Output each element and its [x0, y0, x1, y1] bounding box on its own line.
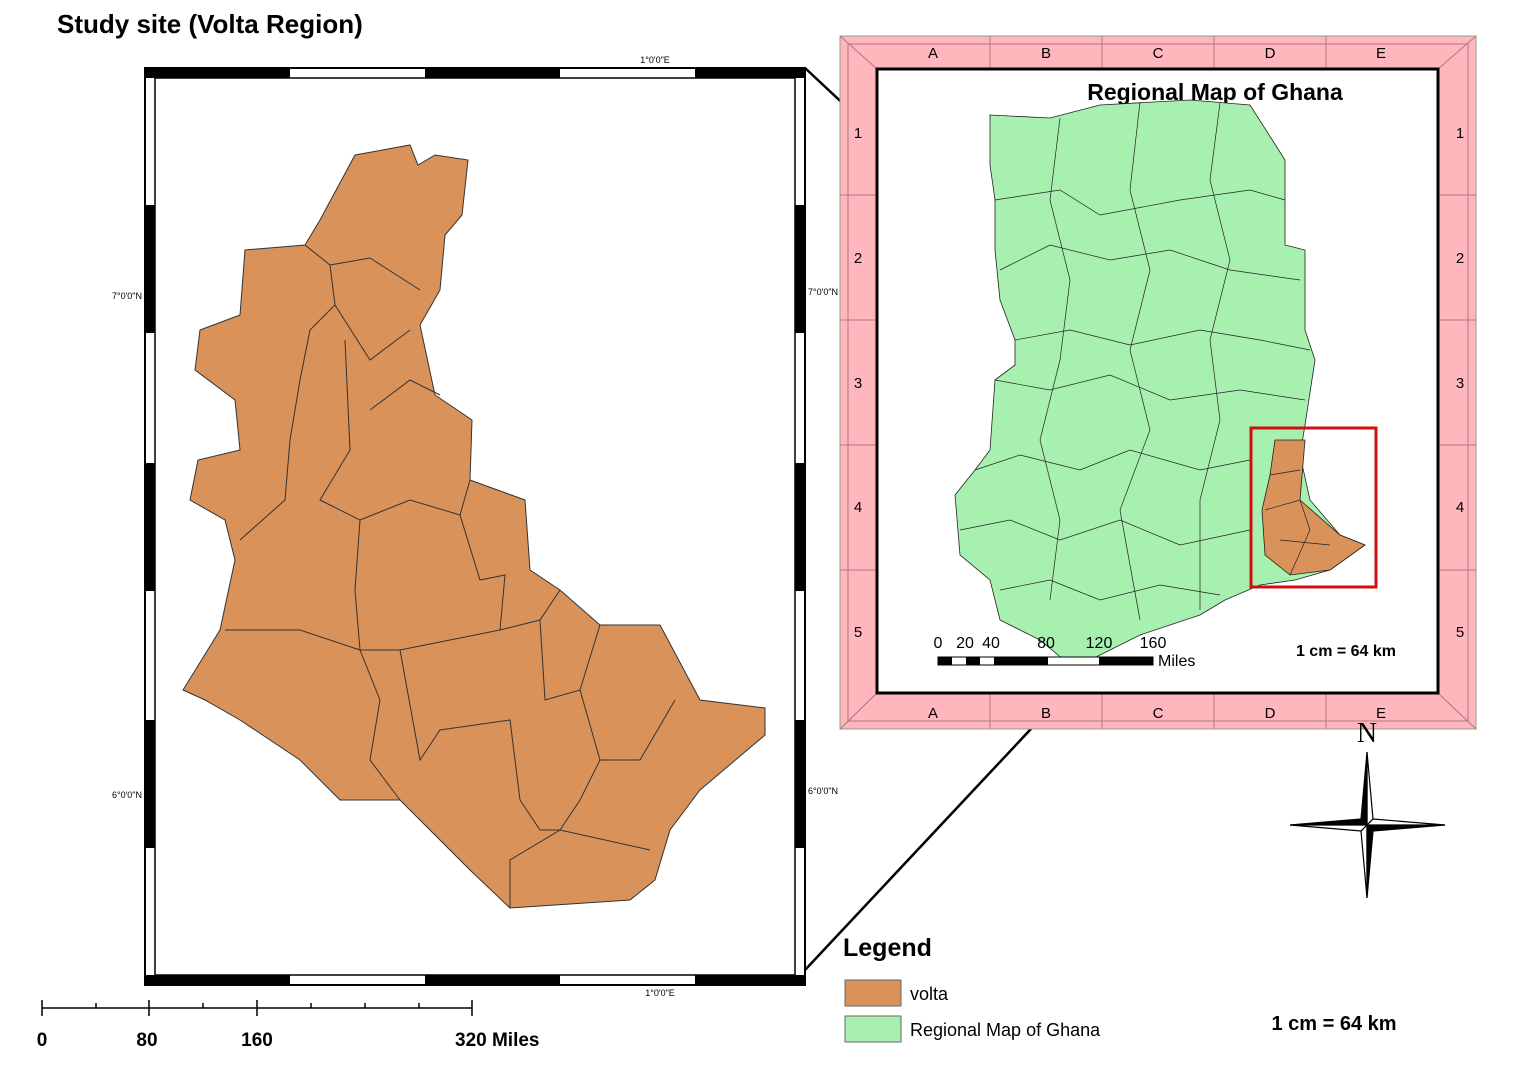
grid-column-label: E	[1376, 705, 1386, 722]
inset-scale-text: 1 cm = 64 km	[1296, 643, 1396, 660]
inset-scale-label: 40	[982, 635, 1000, 652]
graticule-label: 6°0'0"N	[808, 786, 838, 796]
grid-column-label: D	[1265, 45, 1276, 62]
inset-scale-label: 120	[1086, 635, 1113, 652]
grid-row-label: 4	[854, 499, 862, 516]
legend-label: Regional Map of Ghana	[910, 1020, 1101, 1040]
graticule-label: 1°0'0"E	[645, 988, 675, 998]
north-arrow	[1289, 751, 1446, 899]
inset-scale-label: 20	[956, 635, 974, 652]
grid-row-label: 2	[1456, 250, 1464, 267]
inset-scale-label: 0	[934, 635, 943, 652]
grid-row-label: 3	[854, 375, 862, 392]
grid-column-label: C	[1153, 705, 1164, 722]
legend-label: volta	[910, 984, 949, 1004]
inset-scale-unit: Miles	[1158, 653, 1195, 670]
ghana-map	[954, 99, 1366, 666]
scale-label: 320 Miles	[455, 1030, 540, 1051]
scale-label: 0	[37, 1030, 48, 1051]
grid-row-label: 5	[854, 624, 862, 641]
inset-scale-label: 160	[1140, 635, 1167, 652]
graticule-label: 7°0'0"N	[808, 287, 838, 297]
grid-column-label: A	[928, 45, 938, 62]
inset-scale-label: 80	[1037, 635, 1055, 652]
legend-swatch	[844, 1015, 902, 1043]
focus-box	[1249, 426, 1378, 589]
grid-column-label: D	[1265, 705, 1276, 722]
grid-row-label: 5	[1456, 624, 1464, 641]
grid-column-label: E	[1376, 45, 1386, 62]
scale-text: 1 cm = 64 km	[1271, 1013, 1396, 1035]
grid-row-label: 1	[1456, 125, 1464, 142]
grid-row-label: 2	[854, 250, 862, 267]
volta-region	[182, 144, 766, 909]
inset-title: Regional Map of Ghana	[1087, 79, 1343, 105]
scale-bar	[41, 1000, 473, 1016]
graticule-label: 6°0'0"N	[112, 790, 142, 800]
grid-column-label: B	[1041, 705, 1051, 722]
grid-column-label: C	[1153, 45, 1164, 62]
grid-row-label: 3	[1456, 375, 1464, 392]
grid-column-label: B	[1041, 45, 1051, 62]
grid-column-label: A	[928, 705, 938, 722]
grid-row-label: 1	[854, 125, 862, 142]
scale-label: 160	[241, 1030, 273, 1051]
graticule-label: 7°0'0"N	[112, 291, 142, 301]
inset-scale-bar	[937, 656, 1154, 666]
north-label: N	[1357, 718, 1377, 749]
legend-title: Legend	[843, 934, 932, 962]
map-title: Study site (Volta Region)	[57, 9, 363, 39]
scale-label: 80	[136, 1030, 157, 1051]
legend-swatch	[844, 979, 902, 1007]
graticule-label: 1°0'0"E	[640, 55, 670, 65]
grid-row-label: 4	[1456, 499, 1464, 516]
